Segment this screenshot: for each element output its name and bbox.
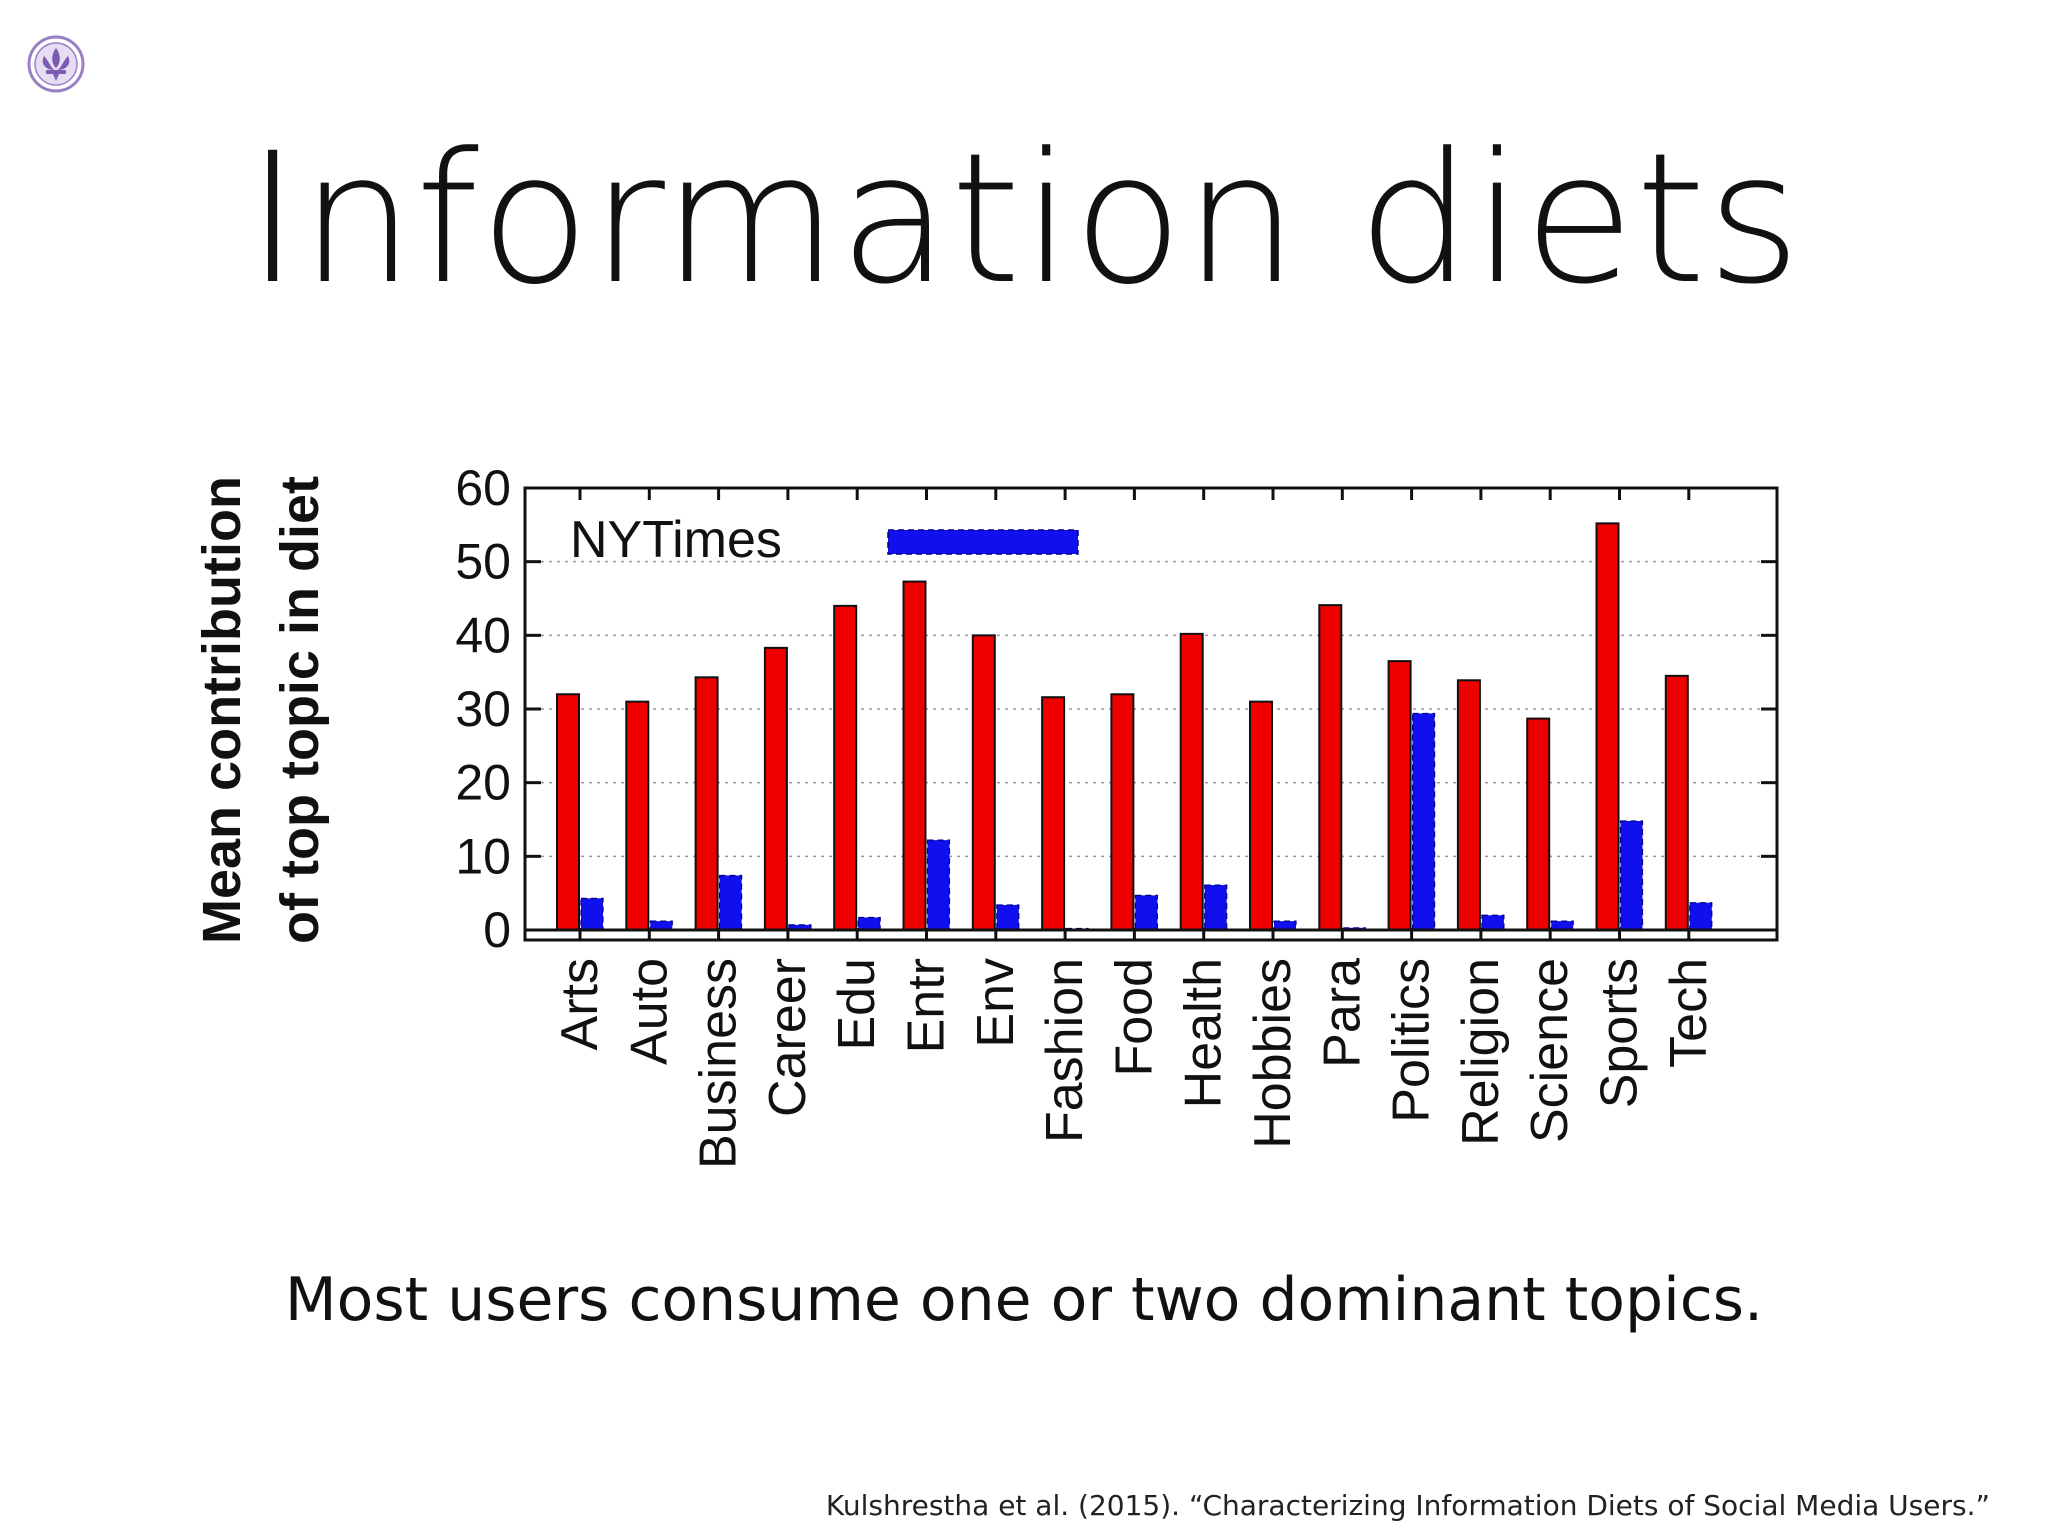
x-tick-label: Para [1313,958,1371,1068]
bar-blue-politics [1411,712,1436,931]
x-tick-label: Career [759,958,817,1117]
x-tick-label: Env [967,958,1025,1048]
bar-red-env [971,634,996,931]
y-tick-label: 20 [455,755,511,811]
bar-blue-edu [857,916,881,931]
bar-red-religion [1456,679,1481,931]
bar-red-sports [1595,522,1620,932]
bar-red-tech [1664,674,1689,931]
bar-red-food [1110,693,1135,931]
x-tick-label: Edu [828,958,886,1051]
bar-blue-career [788,924,812,931]
y-tick-label: 40 [455,607,511,663]
x-tick-label: Auto [620,958,678,1065]
bar-blue-food [1134,894,1159,931]
y-tick-label: 30 [455,681,511,737]
y-axis-label: Mean contribution [192,476,252,944]
x-tick-label: Religion [1452,958,1510,1146]
bar-blue-sports [1619,820,1644,931]
bar-blue-tech [1689,902,1713,931]
y-tick-label: 60 [455,460,511,516]
legend-swatch [887,529,1079,555]
x-tick-label: Health [1175,958,1233,1108]
bar-red-science [1526,717,1551,931]
x-tick-label: Science [1521,958,1579,1143]
plot-frame [523,486,1779,942]
fleur-de-lis-seal-icon [27,35,85,93]
x-tick-label: Business [690,958,748,1169]
x-tick-label: Arts [551,958,609,1050]
citation: Kulshrestha et al. (2015). “Characterizi… [825,1489,1990,1522]
x-tick-label: Tech [1660,958,1718,1068]
bar-red-politics [1387,660,1412,931]
bar-chart: 0 10 20 30 40 50 60 Mean contribution of top top… [192,460,1779,1169]
y-tick-label: 10 [455,828,511,884]
bar-red-entr [902,580,927,931]
bar-red-hobbies [1249,700,1273,931]
bar-blue-env [996,904,1020,931]
x-tick-label: Sports [1591,958,1649,1108]
bar-red-business [694,676,719,931]
y-tick-label: 0 [483,902,511,958]
slide-title: Information diets [246,115,1802,324]
bar-red-health [1179,632,1204,932]
x-tick-label: Entr [898,958,956,1053]
bar-blue-health [1204,884,1228,931]
bar-blue-entr [926,839,951,931]
y-axis-label: of top topic in diet [270,476,330,944]
bar-red-para [1318,604,1343,931]
bar-red-auto [625,700,650,931]
bar-red-edu [833,604,858,931]
bar-blue-arts [580,897,604,931]
x-tick-label: Food [1105,958,1163,1077]
bar-red-fashion [1041,696,1066,931]
x-tick-label: Fashion [1036,958,1094,1143]
bar-red-arts [556,693,580,931]
legend-label: NYTimes [570,511,782,569]
bar-blue-religion [1481,914,1505,931]
x-tick-label: Politics [1383,958,1441,1123]
bar-red-career [763,646,788,932]
x-tick-label: Hobbies [1244,958,1302,1149]
bar-blue-business [718,874,743,931]
slide-subtitle: Most users consume one or two dominant t… [284,1265,1764,1335]
y-tick-label: 50 [455,534,511,590]
